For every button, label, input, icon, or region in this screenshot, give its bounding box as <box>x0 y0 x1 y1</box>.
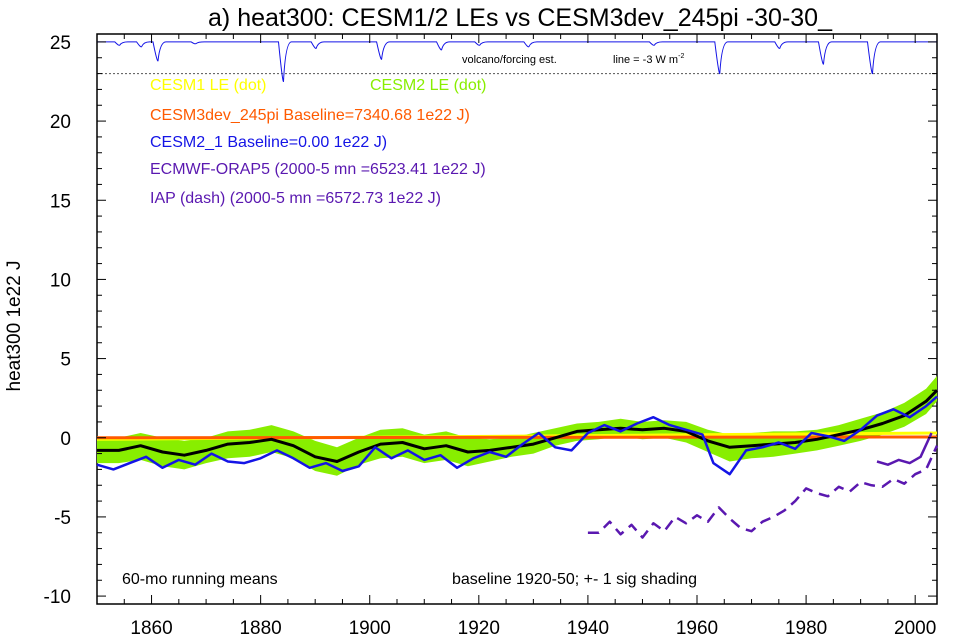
x-tick-label: 1980 <box>785 618 827 639</box>
forcing-line-label-text: line = -3 W m <box>613 54 678 66</box>
series-line-iap-dash <box>587 445 939 539</box>
plot-frame <box>96 33 938 605</box>
x-tick-label: 2000 <box>894 618 936 639</box>
series-layer <box>96 389 939 539</box>
x-tick-label: 1860 <box>130 618 172 639</box>
forcing-line-label: line = -3 W m-2 <box>613 53 684 66</box>
y-tick-label: 0 <box>60 429 71 450</box>
volcano-layer <box>97 41 937 83</box>
series-line-cesm3dev-245pi <box>96 435 938 440</box>
chart-title: a) heat300: CESM1/2 LEs vs CESM3dev_245p… <box>208 4 833 32</box>
series-line-cesm2-1 <box>96 395 938 476</box>
volcano-forcing-trace <box>97 41 937 83</box>
legend: CESM1 LE (dot) CESM2 LE (dot) CESM3dev_245… <box>150 77 486 207</box>
legend-item-cesm3dev-245pi-baseline-7340-68-1e22-j: CESM3dev_245pi Baseline=7340.68 1e22 J) <box>150 107 470 124</box>
spread-band-layer <box>97 376 937 476</box>
legend-item-ecmwf-orap5-2000-5-mn-6523-41-1e22-j: ECMWF-ORAP5 (2000-5 mn =6523.41 1e22 J) <box>150 161 486 178</box>
legend-item-cesm2-1-baseline-0-00-1e22-j: CESM2_1 Baseline=0.00 1e22 J) <box>150 134 387 151</box>
x-tick-label: 1880 <box>239 618 281 639</box>
legend-item-cesm1-le-dot: CESM1 LE (dot) <box>150 77 266 94</box>
series-band-cesm2-le-dot <box>97 376 937 476</box>
volcano-label: volcano/forcing est. <box>462 54 557 66</box>
y-tick-label: -5 <box>54 508 71 529</box>
y-tick-label: 20 <box>50 112 71 133</box>
forcing-line-label-exponent: -2 <box>678 53 684 60</box>
series-line-ecmwf-orap5 <box>876 432 933 466</box>
axis-ticks: 1860 1880 1900 1920 1940 1960 1980 2000 -10 -5 0 5 1… <box>44 33 937 639</box>
y-tick-label: -10 <box>44 587 71 608</box>
y-tick-label: 25 <box>50 33 71 54</box>
x-tick-label: 1920 <box>458 618 500 639</box>
legend-item-cesm2-le-dot: CESM2 LE (dot) <box>370 77 486 94</box>
y-tick-label: 5 <box>60 350 71 371</box>
legend-item-iap-dash-2000-5-mn-6572-73-1e22-j: IAP (dash) (2000-5 mn =6572.73 1e22 J) <box>150 190 441 207</box>
y-tick-label: 15 <box>50 191 71 212</box>
running-mean-note: 60-mo running means <box>122 571 278 588</box>
x-tick-label: 1940 <box>567 618 609 639</box>
x-tick-label: 1900 <box>349 618 391 639</box>
y-axis-label: heat300 1e22 J <box>4 260 25 391</box>
y-tick-label: 10 <box>50 270 71 291</box>
baseline-note: baseline 1920-50; +- 1 sig shading <box>452 571 697 588</box>
x-tick-label: 1960 <box>676 618 718 639</box>
